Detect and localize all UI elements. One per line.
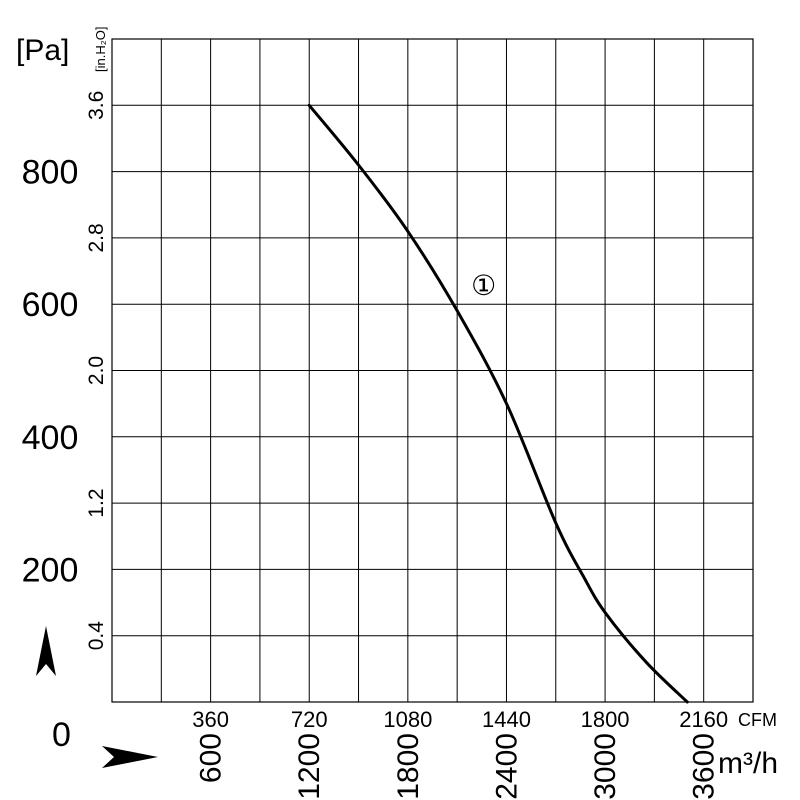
y-tick-pa: 800 — [22, 154, 79, 192]
tick-labels: 200 400 600 800 0.4 1.2 2.0 2.8 3.6 360 720 1080 144… — [22, 91, 729, 800]
x-tick-cfm: 720 — [291, 707, 328, 732]
x-tick-m3h: 600 — [195, 733, 228, 783]
x-unit-m3h: m³/h — [718, 747, 778, 780]
y-tick-pa: 200 — [22, 551, 79, 589]
x-tick-cfm: 2160 — [679, 707, 728, 732]
y-tick-inh2o: 2.0 — [85, 356, 108, 385]
y-unit-inh2o: [in.H₂O] — [93, 27, 108, 73]
y-tick-pa: 400 — [22, 419, 79, 457]
x-tick-m3h: 3000 — [589, 733, 622, 800]
x-tick-cfm: 1440 — [482, 707, 531, 732]
x-tick-m3h: 3600 — [688, 733, 721, 800]
x-tick-m3h: 1200 — [293, 733, 326, 800]
x-unit-cfm: CFM — [738, 710, 777, 730]
x-tick-m3h: 2400 — [490, 733, 523, 800]
y-tick-inh2o: 3.6 — [85, 91, 108, 120]
origin-label: 0 — [52, 716, 71, 754]
x-axis-arrow-icon — [102, 746, 158, 768]
y-tick-inh2o: 0.4 — [85, 621, 108, 651]
y-tick-inh2o: 2.8 — [85, 223, 108, 252]
x-tick-cfm: 1800 — [581, 707, 630, 732]
series-line-1 — [307, 103, 689, 704]
chart-grid — [112, 39, 753, 702]
y-tick-pa: 600 — [22, 286, 79, 324]
y-unit-pa: [Pa] — [16, 34, 69, 67]
plot-frame — [111, 38, 754, 703]
curve-label: ① — [471, 269, 496, 302]
x-tick-cfm: 360 — [192, 707, 229, 732]
y-tick-inh2o: 1.2 — [85, 488, 108, 517]
x-tick-cfm: 1080 — [383, 707, 432, 732]
x-tick-m3h: 1800 — [392, 733, 425, 800]
y-axis-arrow-icon — [36, 626, 56, 676]
